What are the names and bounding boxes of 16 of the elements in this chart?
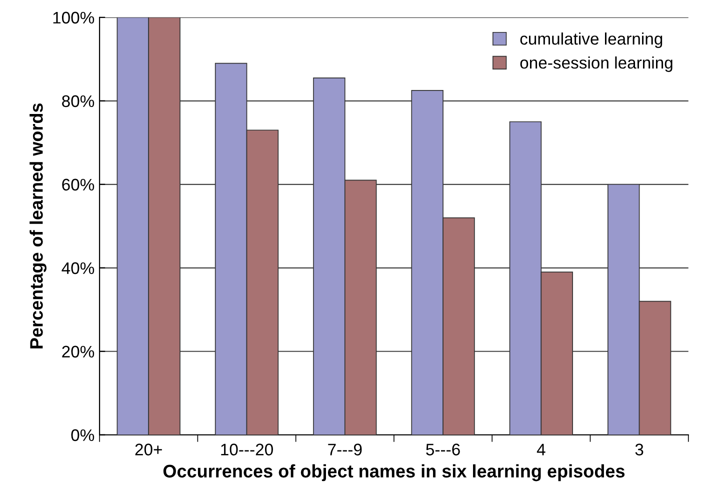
- x-tick-label: 20+: [135, 444, 162, 456]
- legend-label: one-session learning: [520, 56, 672, 72]
- x-tick-label: 3: [635, 444, 644, 456]
- y-tick-label: 80%: [62, 95, 94, 108]
- y-tick-label: 40%: [62, 262, 94, 274]
- y-axis-title: Percentage of learned words: [30, 103, 46, 348]
- y-tick-label: 100%: [53, 12, 94, 24]
- legend-label: cumulative learning: [520, 32, 662, 48]
- y-tick-label: 60%: [62, 178, 94, 191]
- x-tick-label: 10---20: [221, 444, 273, 456]
- x-axis-title: Occurrences of object names in six learning episodes: [163, 464, 625, 482]
- x-tick-label: 5---6: [426, 444, 460, 456]
- y-tick-label: 20%: [62, 346, 94, 358]
- x-tick-label: 4: [536, 444, 546, 456]
- x-tick-label: 7---9: [328, 444, 362, 456]
- y-tick-label: 0%: [71, 429, 94, 442]
